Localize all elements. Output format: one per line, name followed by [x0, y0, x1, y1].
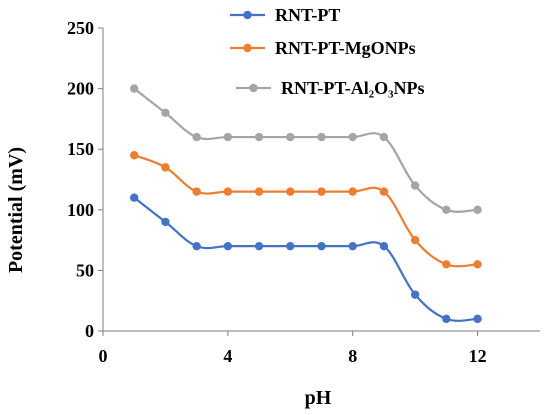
data-point	[192, 241, 201, 251]
legend-entry: RNT-PT-Al₂O₃NPs	[236, 78, 424, 98]
data-point	[410, 290, 420, 299]
legend-label: RNT-PT-MgONPs	[275, 38, 416, 58]
legend-swatch-marker	[249, 83, 258, 93]
data-point	[473, 314, 482, 324]
series-2	[130, 151, 482, 269]
data-point	[161, 163, 170, 172]
data-point	[317, 187, 326, 196]
data-point	[379, 187, 389, 196]
legend: RNT-PT RNT-PT-MgONPs RNT-PT-Al₂O₃NPs	[230, 5, 424, 98]
series-line	[133, 87, 478, 213]
x-axis-title: pH	[305, 387, 332, 409]
data-point	[161, 217, 170, 227]
data-point	[130, 84, 139, 93]
data-point	[130, 151, 139, 160]
data-point	[410, 181, 420, 190]
data-point	[348, 132, 357, 142]
x-tick-label: 0	[99, 346, 108, 366]
data-point	[286, 241, 295, 251]
series-3	[130, 84, 482, 214]
legend-swatch-marker	[243, 43, 252, 53]
data-point	[442, 205, 451, 214]
data-point	[410, 235, 420, 245]
y-tick-label: 250	[67, 18, 94, 38]
x-ticks: 0 4 8 12	[99, 331, 487, 366]
legend-entry: RNT-PT	[230, 5, 340, 25]
y-ticks: 0 50 100 150 200 250	[67, 18, 103, 341]
data-point	[442, 314, 451, 324]
data-point	[442, 260, 451, 269]
data-point	[286, 187, 295, 196]
y-tick-label: 100	[67, 200, 94, 220]
data-point	[317, 241, 326, 251]
axes	[102, 28, 540, 332]
series-line	[133, 154, 478, 268]
data-point	[254, 187, 264, 196]
y-tick-label: 150	[67, 139, 94, 159]
y-tick-label: 0	[85, 321, 94, 341]
data-point	[223, 241, 233, 251]
legend-swatch-marker	[243, 10, 252, 20]
y-axis-title: Potential (mV)	[5, 147, 27, 273]
legend-label: RNT-PT-Al₂O₃NPs	[281, 78, 424, 98]
series-layer	[130, 84, 482, 324]
legend-entry: RNT-PT-MgONPs	[230, 38, 416, 58]
data-point	[254, 241, 264, 251]
legend-label: RNT-PT	[275, 5, 340, 25]
data-point	[286, 132, 295, 142]
x-tick-label: 8	[348, 346, 357, 366]
series-line	[133, 196, 478, 322]
data-point	[348, 241, 357, 251]
data-point	[192, 187, 201, 196]
data-point	[223, 132, 233, 142]
data-point	[348, 187, 357, 196]
data-point	[161, 108, 170, 118]
data-point	[473, 260, 482, 269]
data-point	[130, 193, 139, 202]
series-1	[130, 193, 482, 324]
data-point	[254, 132, 264, 142]
x-tick-label: 12	[469, 346, 487, 366]
data-point	[223, 187, 233, 196]
x-tick-label: 4	[223, 346, 232, 366]
y-tick-label: 50	[76, 260, 94, 280]
data-point	[473, 205, 482, 214]
data-point	[192, 132, 201, 142]
data-point	[317, 132, 326, 142]
y-tick-label: 200	[67, 79, 94, 99]
data-point	[379, 241, 389, 251]
data-point	[379, 132, 389, 142]
